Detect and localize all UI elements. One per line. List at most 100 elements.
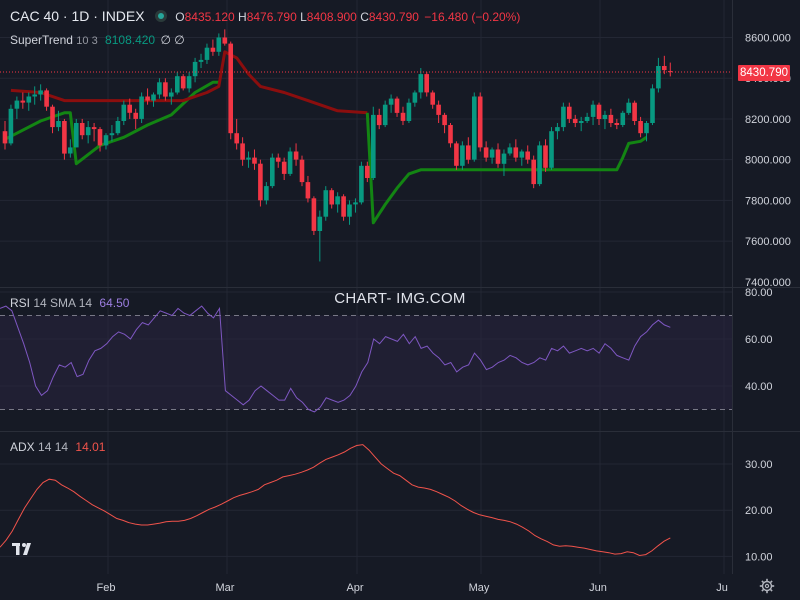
adx-tick-label: 20.00 xyxy=(745,505,773,517)
price-tick-label: 7400.000 xyxy=(745,277,791,289)
candle-body xyxy=(157,82,162,95)
adx-legend[interactable]: ADX 14 14 14.01 xyxy=(10,440,105,454)
candle-body xyxy=(376,114,382,126)
candle-body xyxy=(26,96,32,103)
candle-body xyxy=(151,94,156,101)
candle-body xyxy=(228,43,233,134)
candle-body xyxy=(329,190,334,205)
candle-body xyxy=(668,71,673,73)
candle-body xyxy=(400,112,406,121)
eye-icon[interactable] xyxy=(154,9,168,23)
candle-body xyxy=(204,47,210,60)
candle-body xyxy=(448,125,453,144)
supertrend-uptrend xyxy=(365,112,648,225)
candle-body xyxy=(20,100,26,103)
candle-body xyxy=(359,165,364,203)
candle-body xyxy=(371,114,376,178)
supertrend-params: 10 3 xyxy=(76,35,98,47)
candle-body xyxy=(466,145,471,160)
candle-body xyxy=(430,92,435,105)
candle-body xyxy=(8,108,14,144)
symbol-title[interactable]: CAC 40 · 1D · INDEX xyxy=(10,8,145,24)
candle-body xyxy=(264,186,269,201)
watermark: CHART- IMG.COM xyxy=(334,290,466,307)
candle-body xyxy=(192,61,198,77)
time-tick-label: Apr xyxy=(346,582,363,594)
candle-body xyxy=(299,159,305,183)
candle-body xyxy=(531,159,536,185)
candle-body xyxy=(287,151,293,174)
candle-body xyxy=(341,196,346,217)
candle-body xyxy=(424,74,429,93)
adx-line xyxy=(0,444,671,557)
candle-body xyxy=(50,106,55,128)
candle-body xyxy=(38,90,43,95)
candle-body xyxy=(270,157,275,187)
price-tick-label: 8600.000 xyxy=(745,33,791,45)
candle-body xyxy=(198,59,204,62)
candle-body xyxy=(626,102,631,113)
candle-body xyxy=(501,153,507,164)
candle-body xyxy=(525,151,530,160)
rsi-value: 64.50 xyxy=(99,296,130,310)
candle-body xyxy=(44,90,49,107)
candle-body xyxy=(97,129,103,146)
candle-body xyxy=(578,121,584,123)
candle-body xyxy=(127,104,132,113)
supertrend-downtrend xyxy=(10,50,368,115)
candle-body xyxy=(365,165,370,178)
supertrend-lines xyxy=(4,50,648,225)
price-tick-label: 7600.000 xyxy=(745,236,791,248)
candle-body xyxy=(662,66,667,71)
candle-body xyxy=(335,196,340,205)
candle-body xyxy=(234,133,239,144)
tradingview-logo-icon[interactable] xyxy=(10,538,40,560)
ohlc-header: CAC 40 · 1D · INDEX O8435.120 H8476.790 … xyxy=(10,9,520,24)
open-value: 8435.120 xyxy=(184,10,235,24)
candle-body xyxy=(210,47,216,52)
candle-body xyxy=(323,190,329,217)
supertrend-value: 8108.420 xyxy=(105,33,156,47)
candle-body xyxy=(412,92,418,103)
candle-body xyxy=(513,147,519,158)
candle-body xyxy=(115,121,121,134)
time-tick-label: May xyxy=(469,582,490,594)
candle-body xyxy=(353,202,358,205)
candle-body xyxy=(454,143,459,166)
candle-body xyxy=(14,100,20,109)
candle-body xyxy=(382,104,388,126)
rsi-band-fill xyxy=(0,315,732,410)
candle-body xyxy=(543,145,548,168)
candle-body xyxy=(2,131,8,144)
last-price-label: 8430.790 xyxy=(738,65,790,81)
candle-body xyxy=(91,127,97,130)
candle-body xyxy=(317,216,323,231)
candle-body xyxy=(56,121,61,128)
price-tick-label: 8200.000 xyxy=(745,114,791,126)
rsi-legend[interactable]: RSI 14 SMA 14 64.50 xyxy=(10,296,129,310)
candle-body xyxy=(483,147,489,158)
supertrend-name: SuperTrend xyxy=(10,33,73,47)
candle-body xyxy=(477,96,483,148)
candle-body xyxy=(32,94,37,97)
candles xyxy=(0,29,734,262)
candle-body xyxy=(246,157,251,160)
candle-body xyxy=(442,114,447,126)
candle-body xyxy=(590,104,596,117)
rsi-name: RSI xyxy=(10,296,31,310)
candle-body xyxy=(79,123,85,136)
candle-body xyxy=(495,149,501,164)
candle-body xyxy=(549,131,554,168)
candle-body xyxy=(145,96,150,101)
candle-body xyxy=(394,98,400,113)
candle-body xyxy=(139,96,144,119)
adx-tick-label: 10.00 xyxy=(745,551,773,563)
candle-body xyxy=(650,88,655,123)
candle-body xyxy=(614,123,620,125)
candle-body xyxy=(638,121,643,134)
candle-body xyxy=(602,114,608,119)
candle-body xyxy=(555,127,560,132)
supertrend-legend[interactable]: SuperTrend 10 3 8108.420 ∅ ∅ xyxy=(10,33,185,48)
settings-gear-icon[interactable] xyxy=(759,578,775,594)
